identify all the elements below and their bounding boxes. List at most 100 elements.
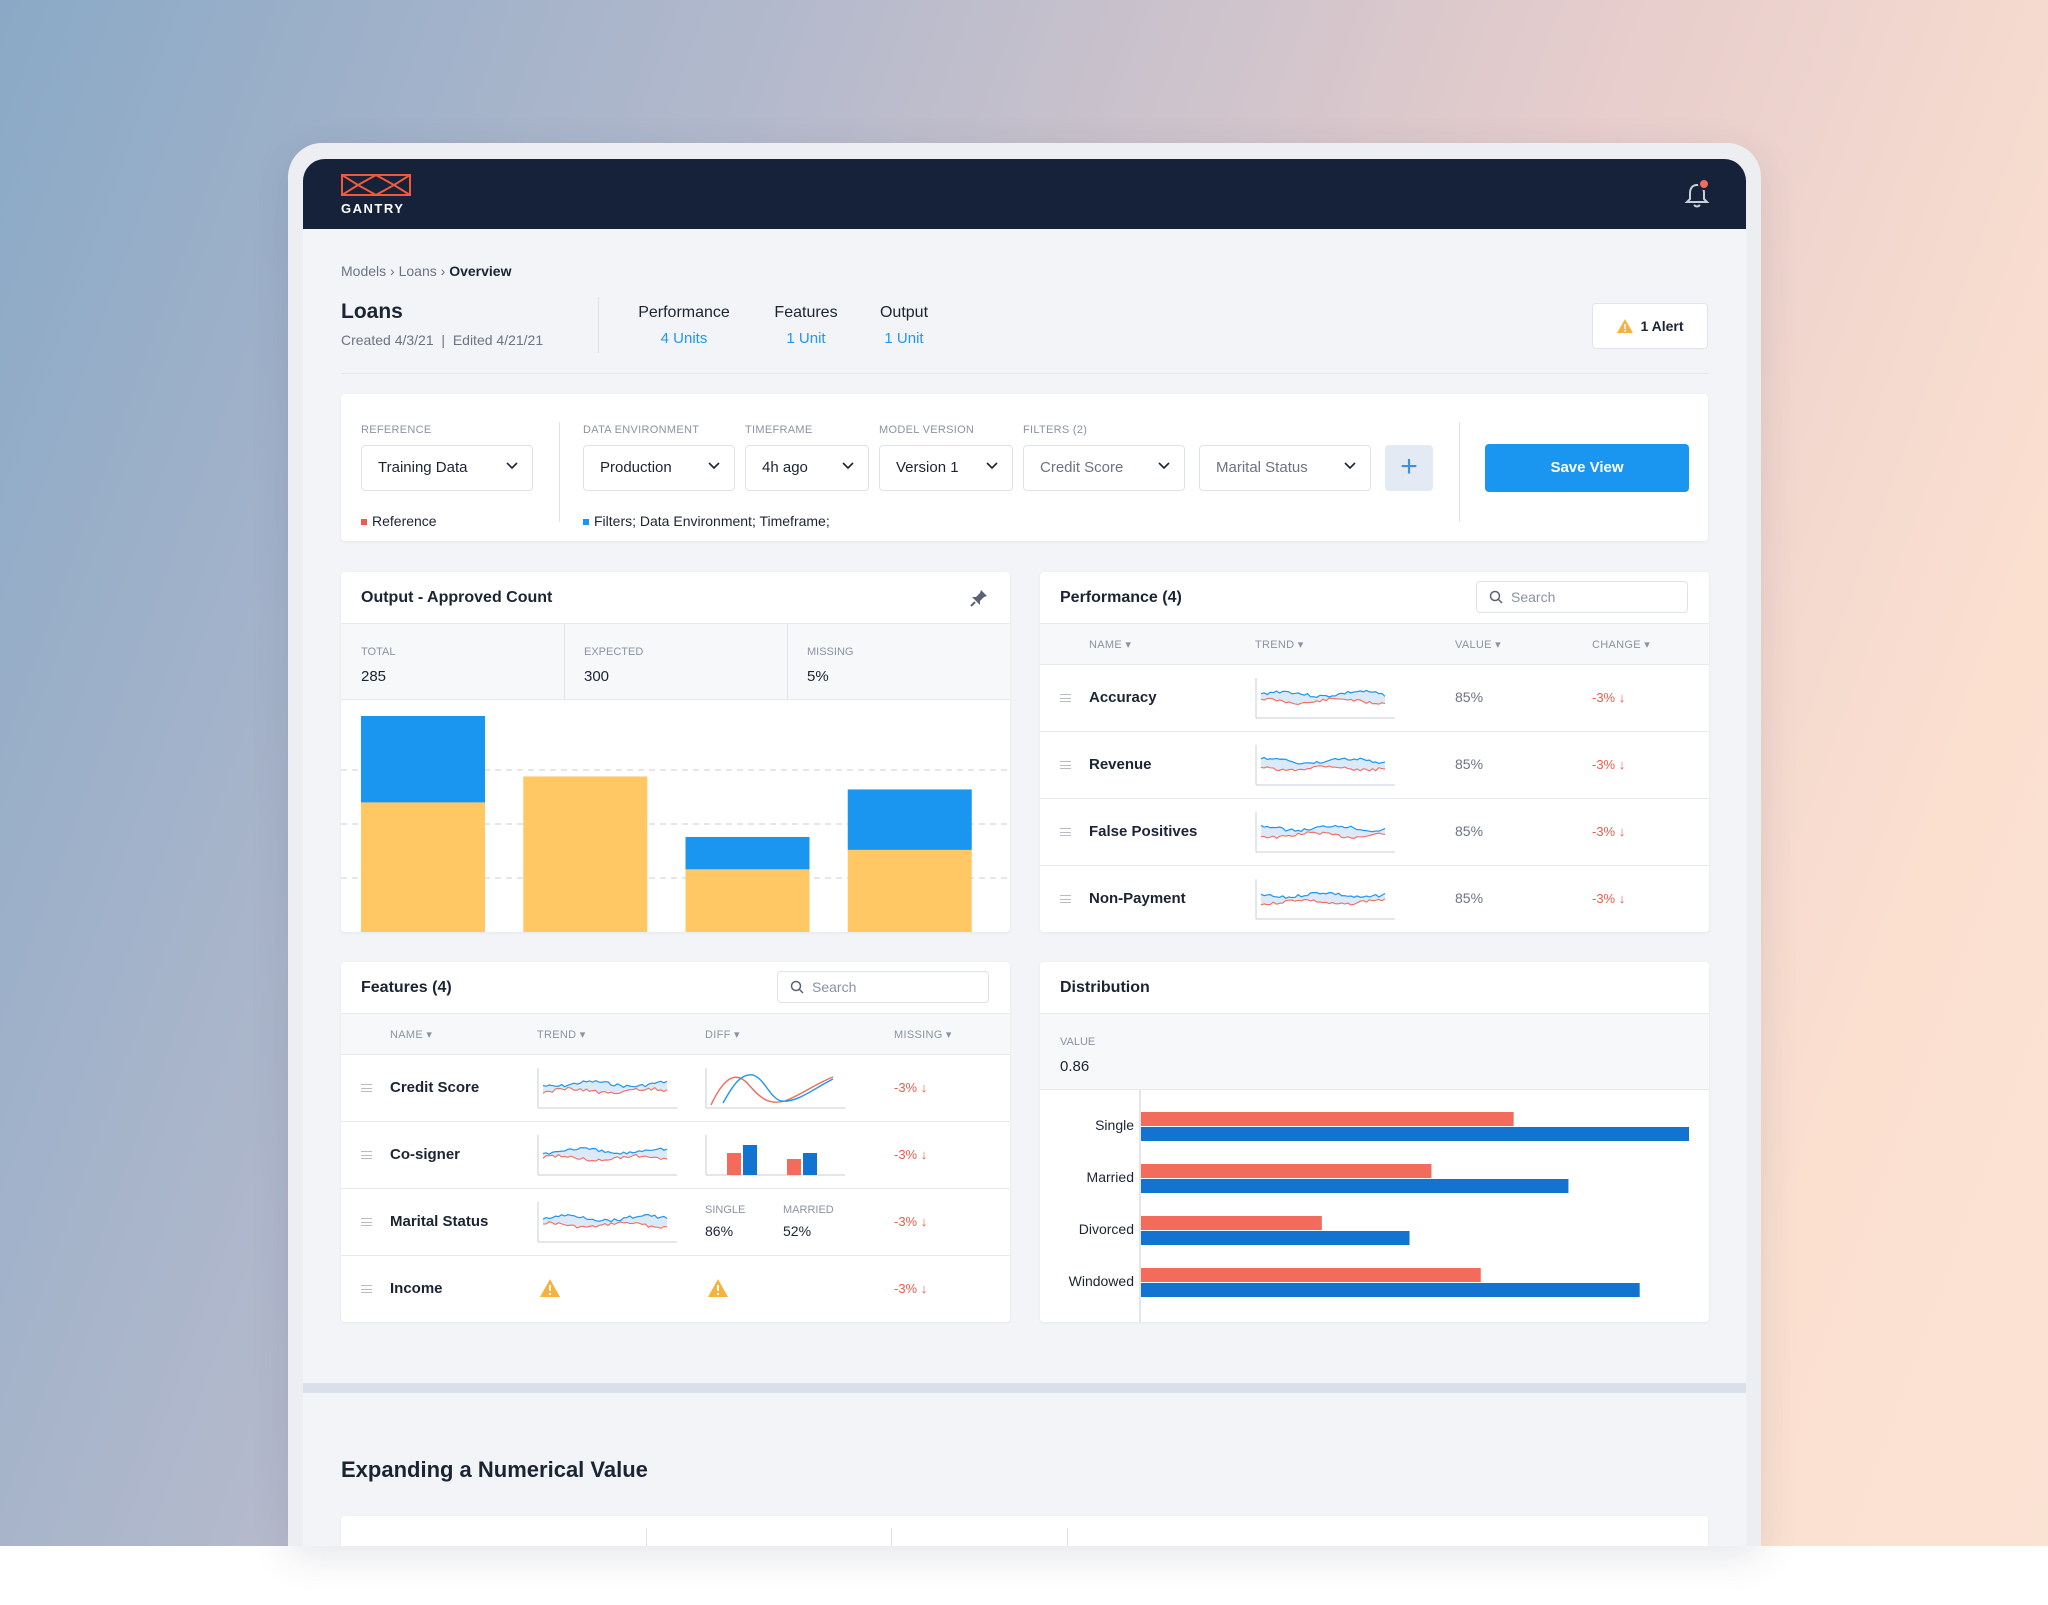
stat-features[interactable]: Features 1 Unit bbox=[761, 304, 851, 347]
alert-button[interactable]: 1 Alert bbox=[1592, 303, 1708, 349]
performance-header-band bbox=[1040, 624, 1709, 664]
change-value: -3% bbox=[1592, 690, 1616, 705]
table-row[interactable]: Accuracy 85% -3% ↓ bbox=[1040, 665, 1709, 731]
trend-sparkline bbox=[1255, 745, 1395, 786]
col-name[interactable]: NAME ▾ bbox=[390, 1029, 433, 1041]
filter-marital-status-select[interactable]: Marital Status bbox=[1199, 445, 1371, 491]
drag-handle-icon[interactable] bbox=[1060, 761, 1071, 769]
col-change[interactable]: CHANGE ▾ bbox=[1592, 639, 1651, 651]
arrow-down-icon: ↓ bbox=[1618, 757, 1626, 772]
trend-sparkline bbox=[537, 1068, 677, 1109]
chevron-down-icon bbox=[842, 462, 854, 470]
page-bottom-band bbox=[0, 1546, 2048, 1605]
table-row[interactable]: Credit Score -3% ↓ bbox=[341, 1055, 1010, 1121]
stat-label: Features bbox=[774, 304, 838, 321]
model-version-select[interactable]: Version 1 bbox=[879, 445, 1013, 491]
data-environment-select[interactable]: Production bbox=[583, 445, 735, 491]
col-name-label: NAME bbox=[1089, 639, 1122, 651]
filters-legend: Filters; Data Environment; Timeframe; bbox=[583, 513, 830, 529]
filter-credit-score-select[interactable]: Credit Score bbox=[1023, 445, 1185, 491]
row-missing: -3% ↓ bbox=[894, 1281, 927, 1296]
reference-legend-label: Reference bbox=[372, 513, 437, 529]
stat-performance[interactable]: Performance 4 Units bbox=[624, 304, 744, 347]
table-row[interactable]: Co-signer -3% ↓ bbox=[341, 1122, 1010, 1188]
chevron-down-icon bbox=[1158, 462, 1170, 470]
model-meta: Created 4/3/21 | Edited 4/21/21 bbox=[341, 332, 544, 348]
missing-value: -3% bbox=[894, 1147, 918, 1162]
reference-select[interactable]: Training Data bbox=[361, 445, 533, 491]
filter-bar: REFERENCE Training Data Reference DATA E… bbox=[341, 394, 1708, 541]
distribution-category-label: Divorced bbox=[1079, 1221, 1134, 1237]
warning-icon bbox=[1617, 319, 1634, 333]
expand-card bbox=[341, 1516, 1708, 1546]
breadcrumb-loans[interactable]: Loans bbox=[398, 263, 437, 279]
drag-handle-icon[interactable] bbox=[361, 1151, 372, 1159]
row-value: 85% bbox=[1455, 756, 1484, 772]
card-rule bbox=[341, 1054, 1010, 1055]
distribution-bar-current bbox=[1141, 1231, 1410, 1245]
card-rule bbox=[1040, 1013, 1709, 1014]
section-title: Expanding a Numerical Value bbox=[341, 1457, 648, 1482]
chart-bar-segment bbox=[361, 802, 485, 932]
output-card: Output - Approved Count TOTAL 285 EXPECT… bbox=[341, 572, 1010, 932]
col-trend[interactable]: TREND ▾ bbox=[1255, 639, 1304, 651]
sparkline-reference bbox=[542, 1221, 668, 1229]
pin-icon[interactable] bbox=[969, 588, 989, 608]
breadcrumb-models[interactable]: Models bbox=[341, 263, 387, 279]
timeframe-select[interactable]: 4h ago bbox=[745, 445, 869, 491]
warning-icon bbox=[708, 1279, 728, 1297]
drag-handle-icon[interactable] bbox=[1060, 828, 1071, 836]
add-filter-button[interactable]: + bbox=[1385, 445, 1433, 491]
col-trend-label: TREND bbox=[537, 1029, 577, 1041]
col-diff[interactable]: DIFF ▾ bbox=[705, 1029, 740, 1041]
col-value[interactable]: VALUE ▾ bbox=[1455, 639, 1501, 651]
sparkline-reference bbox=[542, 1086, 668, 1095]
header-rule bbox=[341, 373, 1708, 374]
save-view-button[interactable]: Save View bbox=[1485, 444, 1689, 492]
col-trend[interactable]: TREND ▾ bbox=[537, 1029, 586, 1041]
warning-icon bbox=[540, 1279, 560, 1297]
table-row[interactable]: Income -3% ↓ bbox=[341, 1256, 1010, 1322]
sparkline-band bbox=[1261, 757, 1385, 771]
drag-handle-icon[interactable] bbox=[361, 1285, 372, 1293]
stat-label: Output bbox=[879, 304, 929, 321]
table-row[interactable]: Non-Payment 85% -3% ↓ bbox=[1040, 866, 1709, 932]
filter-credit-score-value: Credit Score bbox=[1040, 459, 1124, 476]
col-name[interactable]: NAME ▾ bbox=[1089, 639, 1132, 651]
trend-sparkline bbox=[1255, 678, 1395, 719]
distribution-value: 0.86 bbox=[1060, 1058, 1090, 1075]
breadcrumb-separator: › bbox=[440, 263, 446, 279]
card-rule bbox=[1040, 664, 1709, 665]
filters-label: FILTERS (2) bbox=[1023, 424, 1088, 436]
row-missing: -3% ↓ bbox=[894, 1147, 927, 1162]
page-title: Loans bbox=[341, 300, 403, 323]
table-row[interactable]: Marital Status SINGLE 86% MARRIED 52% -3… bbox=[341, 1189, 1010, 1255]
stat-label: Performance bbox=[638, 304, 730, 321]
breadcrumb-current: Overview bbox=[449, 263, 512, 279]
drag-handle-icon[interactable] bbox=[1060, 694, 1071, 702]
total-value: 285 bbox=[361, 668, 387, 685]
card-rule bbox=[1040, 1089, 1709, 1090]
top-bar: GANTRY bbox=[303, 159, 1746, 229]
arrow-down-icon: ↓ bbox=[1618, 891, 1626, 906]
reference-label: REFERENCE bbox=[361, 424, 432, 436]
chart-bar-segment bbox=[361, 716, 485, 803]
trend-sparkline bbox=[537, 1135, 677, 1176]
search-placeholder: Search bbox=[1511, 589, 1556, 605]
drag-handle-icon[interactable] bbox=[361, 1084, 372, 1092]
reference-legend-swatch bbox=[361, 519, 367, 526]
filter-divider bbox=[1459, 422, 1460, 522]
drag-handle-icon[interactable] bbox=[361, 1218, 372, 1226]
features-search-input[interactable]: Search bbox=[777, 971, 989, 1003]
arrow-down-icon: ↓ bbox=[920, 1080, 928, 1095]
filter-divider bbox=[559, 422, 560, 522]
table-row[interactable]: False Positives 85% -3% ↓ bbox=[1040, 799, 1709, 865]
data-environment-value: Production bbox=[600, 459, 672, 476]
chevron-down-icon bbox=[1344, 462, 1356, 470]
chevron-down-icon bbox=[708, 462, 720, 470]
performance-search-input[interactable]: Search bbox=[1476, 581, 1688, 613]
col-missing[interactable]: MISSING ▾ bbox=[894, 1029, 952, 1041]
stat-output[interactable]: Output 1 Unit bbox=[869, 304, 939, 347]
table-row[interactable]: Revenue 85% -3% ↓ bbox=[1040, 732, 1709, 798]
drag-handle-icon[interactable] bbox=[1060, 895, 1071, 903]
